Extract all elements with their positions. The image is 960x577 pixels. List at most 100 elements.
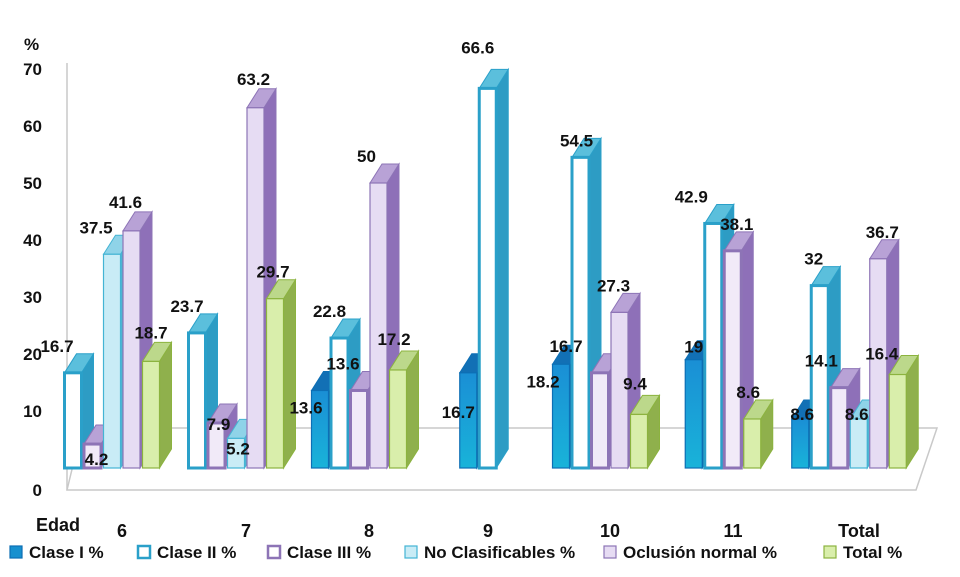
legend-swatch	[10, 546, 22, 558]
data-label: 41.6	[109, 193, 142, 212]
data-label: 18.7	[134, 323, 167, 342]
data-label: 19	[684, 338, 703, 357]
legend-swatch	[268, 546, 280, 558]
data-label: 27.3	[597, 276, 630, 295]
x-tick-label: 7	[241, 521, 251, 541]
bar-front	[104, 254, 121, 468]
y-tick-label: 0	[33, 481, 42, 500]
y-tick-label: 40	[23, 231, 42, 250]
bar-front	[247, 108, 264, 468]
data-label: 5.2	[226, 439, 250, 458]
bar-total-total	[889, 356, 918, 468]
bar-front	[631, 414, 648, 468]
bar-side	[496, 69, 508, 468]
data-label: 13.6	[326, 354, 359, 373]
data-label: 42.9	[675, 187, 708, 206]
y-tick-label: 10	[23, 402, 42, 421]
x-axis-label: Edad	[36, 515, 80, 535]
bar-side	[284, 280, 296, 468]
data-label: 38.1	[720, 215, 753, 234]
y-tick-label: 30	[23, 288, 42, 307]
bar-front	[143, 361, 160, 468]
legend-swatch	[405, 546, 417, 558]
bar-front	[831, 388, 848, 468]
legend-item-no-clasificables: No Clasificables %	[405, 543, 575, 562]
bar-side	[407, 351, 419, 468]
legend-item-oclusion-normal: Oclusión normal %	[604, 543, 777, 562]
data-label: 17.2	[377, 330, 410, 349]
data-label: 18.2	[526, 372, 559, 391]
legend-item-total: Total %	[824, 543, 902, 562]
legend-item-clase-i: Clase I %	[10, 543, 104, 562]
bar-front	[479, 88, 496, 468]
data-label: 29.7	[256, 263, 289, 282]
bar-front	[123, 231, 140, 468]
data-label: 8.6	[736, 383, 760, 402]
data-label: 63.2	[237, 70, 270, 89]
data-label: 16.7	[40, 337, 73, 356]
bar-front	[889, 375, 906, 468]
data-label: 32	[804, 250, 823, 269]
data-label: 16.7	[442, 403, 475, 422]
bar-front	[792, 419, 809, 468]
bar-clase-ii-9	[479, 69, 508, 468]
data-label: 8.6	[845, 405, 869, 424]
data-label: 13.6	[289, 398, 322, 417]
legend-label: Clase I %	[29, 543, 104, 562]
y-tick-label: 60	[23, 117, 42, 136]
legend-swatch	[138, 546, 150, 558]
x-tick-label: 11	[723, 521, 742, 541]
legend-swatch	[824, 546, 836, 558]
bar-side	[160, 342, 172, 468]
legend-label: Oclusión normal %	[623, 543, 777, 562]
data-label: 36.7	[866, 223, 899, 242]
bar-front	[850, 419, 867, 468]
bar-front	[65, 373, 82, 468]
bar-front	[351, 390, 368, 468]
data-label: 50	[357, 147, 376, 166]
bar-front	[267, 299, 284, 468]
bar-front	[572, 157, 589, 468]
bar-front	[724, 251, 741, 468]
x-tick-label: 6	[117, 521, 127, 541]
data-label: 8.6	[790, 405, 814, 424]
legend-label: Clase III %	[287, 543, 371, 562]
data-label: 66.6	[461, 38, 494, 57]
legend-label: No Clasificables %	[424, 543, 575, 562]
x-tick-label: Total	[838, 521, 880, 541]
bar-total-8	[390, 351, 419, 468]
y-axis-label: %	[24, 35, 39, 54]
legend-label: Clase II %	[157, 543, 236, 562]
x-tick-label: 9	[483, 521, 493, 541]
data-label: 9.4	[623, 374, 647, 393]
data-label: 23.7	[170, 297, 203, 316]
data-label: 37.5	[79, 218, 112, 237]
bar-front	[744, 419, 761, 468]
y-tick-label: 20	[23, 345, 42, 364]
bar-front	[705, 223, 722, 468]
bar-front	[592, 373, 609, 468]
y-tick-label: 50	[23, 174, 42, 193]
x-tick-label: 10	[600, 521, 620, 541]
bar-front	[685, 360, 702, 468]
bar-front	[370, 183, 387, 468]
bar-front	[390, 370, 407, 468]
bar-total-6	[143, 342, 172, 468]
data-label: 14.1	[805, 352, 838, 371]
legend-swatch	[604, 546, 616, 558]
legend-item-clase-iii: Clase III %	[268, 543, 371, 562]
bar-front	[189, 333, 206, 468]
data-label: 4.2	[85, 450, 109, 469]
bar-total-7	[267, 280, 296, 468]
data-label: 22.8	[313, 302, 346, 321]
y-tick-label: 70	[23, 60, 42, 79]
legend-label: Total %	[843, 543, 902, 562]
bar-front	[811, 286, 828, 468]
x-tick-label: 8	[364, 521, 374, 541]
data-label: 16.4	[865, 345, 899, 364]
legend-item-clase-ii: Clase II %	[138, 543, 236, 562]
data-label: 7.9	[207, 415, 231, 434]
data-label: 16.7	[549, 337, 582, 356]
